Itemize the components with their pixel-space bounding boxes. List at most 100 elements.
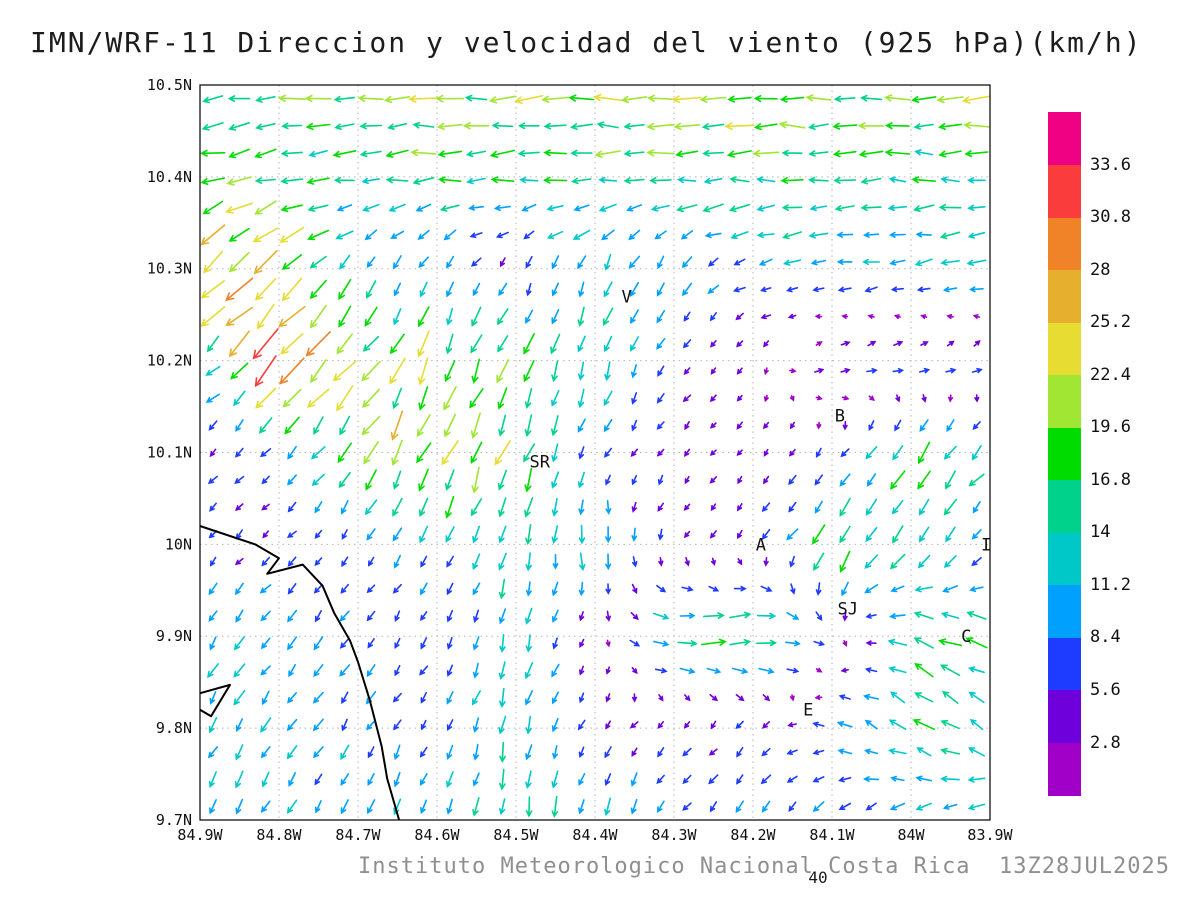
wind-arrow — [280, 150, 303, 157]
wind-arrow — [546, 205, 564, 212]
wind-arrow — [543, 176, 568, 184]
wind-arrow — [578, 799, 585, 815]
wind-arrow — [710, 503, 717, 512]
wind-arrow — [837, 748, 853, 755]
wind-arrow — [385, 149, 409, 158]
wind-arrow — [418, 386, 429, 411]
wind-arrow — [867, 314, 875, 319]
wind-arrow — [812, 721, 825, 728]
wind-arrow — [596, 121, 619, 129]
wind-arrow — [921, 394, 927, 403]
wind-arrow — [785, 640, 801, 647]
wind-arrow — [573, 204, 590, 212]
wind-arrow — [208, 610, 218, 622]
wind-arrow — [762, 475, 770, 485]
y-tick-label: 10N — [165, 535, 192, 553]
wind-arrow — [623, 150, 645, 157]
wind-arrow — [469, 388, 484, 409]
wind-arrow — [652, 612, 670, 620]
y-tick-label: 10.4N — [147, 168, 192, 186]
wind-arrow — [813, 552, 825, 571]
wind-arrow — [816, 421, 822, 430]
wind-arrow — [966, 259, 987, 266]
wind-arrow — [341, 556, 349, 567]
wind-arrow — [286, 474, 297, 486]
wind-arrow — [336, 333, 353, 355]
wind-arrow — [471, 466, 480, 494]
wind-arrow — [840, 368, 851, 374]
wind-arrow — [417, 357, 429, 386]
wind-arrow — [314, 773, 323, 786]
wind-arrow — [387, 123, 407, 130]
wind-arrow — [736, 774, 744, 785]
wind-arrow — [341, 718, 348, 732]
wind-arrow — [940, 176, 960, 183]
wind-arrow — [256, 303, 275, 330]
wind-arrow — [420, 555, 428, 568]
wind-arrow — [860, 204, 882, 211]
wind-arrow — [390, 410, 404, 441]
wind-arrow — [235, 447, 244, 458]
wind-arrow — [631, 527, 638, 542]
wind-arrow — [884, 148, 911, 157]
wind-arrow — [208, 582, 218, 596]
wind-arrow — [260, 800, 271, 813]
wind-arrow — [783, 259, 802, 266]
y-tick-label: 9.8N — [156, 719, 192, 737]
wind-arrow — [656, 282, 665, 297]
wind-arrow — [940, 719, 960, 730]
wind-arrow — [838, 694, 851, 700]
wind-arrow — [551, 415, 559, 437]
wind-arrow — [841, 395, 850, 401]
wind-arrow — [552, 745, 558, 760]
wind-arrow — [887, 638, 908, 646]
wind-arrow — [808, 123, 829, 130]
wind-arrow — [394, 610, 401, 622]
wind-arrow — [656, 448, 665, 457]
wind-arrow — [893, 314, 901, 320]
wind-arrow — [866, 367, 878, 374]
wind-arrow — [225, 306, 254, 327]
wind-arrow — [551, 770, 559, 789]
wind-arrow — [446, 555, 454, 568]
wind-arrow — [681, 256, 693, 269]
x-tick-label: 84.8W — [256, 826, 302, 844]
wind-arrow — [946, 340, 955, 347]
wind-arrow — [860, 177, 882, 185]
wind-arrow — [389, 333, 405, 355]
wind-arrow — [814, 694, 823, 700]
wind-arrow-field — [199, 93, 991, 818]
wind-arrow — [313, 636, 324, 651]
wind-arrow — [710, 720, 717, 730]
wind-arrow — [868, 395, 876, 401]
wind-arrow — [786, 667, 800, 674]
colorbar-label: 16.8 — [1090, 469, 1131, 490]
wind-arrow — [726, 150, 752, 158]
wind-arrow — [646, 122, 675, 131]
wind-arrow — [498, 497, 507, 518]
wind-arrow — [472, 282, 481, 297]
wind-arrow — [472, 662, 479, 679]
wind-arrow — [339, 610, 350, 622]
wind-arrow — [920, 341, 929, 347]
wind-arrow — [939, 231, 961, 240]
wind-arrow — [863, 693, 880, 700]
wind-arrow — [497, 387, 508, 410]
wind-arrow — [629, 721, 639, 729]
wind-arrow — [338, 305, 352, 328]
wind-arrow — [758, 258, 773, 266]
wind-arrow — [891, 499, 904, 515]
wind-arrow — [868, 420, 875, 431]
wind-arrow — [884, 94, 911, 102]
wind-arrow — [436, 122, 463, 131]
wind-arrow — [446, 798, 453, 815]
wind-arrow — [393, 554, 401, 569]
wind-arrow — [842, 640, 848, 647]
wind-arrow — [753, 95, 778, 103]
wind-arrow — [235, 798, 244, 815]
wind-arrow — [446, 771, 454, 788]
wind-arrow — [632, 556, 638, 568]
wind-arrow — [499, 687, 506, 708]
wind-arrow — [728, 203, 750, 213]
wind-arrow — [392, 583, 402, 594]
